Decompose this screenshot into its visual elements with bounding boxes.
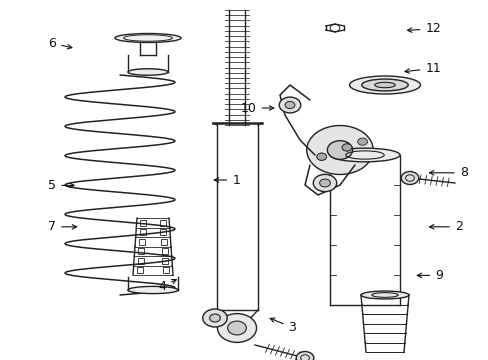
- Text: 9: 9: [416, 269, 442, 282]
- Bar: [138, 258, 143, 264]
- Text: 7: 7: [48, 220, 77, 233]
- Ellipse shape: [361, 79, 407, 91]
- Bar: [162, 258, 168, 264]
- Text: 10: 10: [241, 102, 273, 114]
- Text: 12: 12: [407, 22, 440, 35]
- Text: 4: 4: [158, 279, 176, 293]
- Bar: [140, 220, 146, 226]
- Ellipse shape: [329, 148, 399, 162]
- Bar: [160, 229, 166, 235]
- Circle shape: [319, 179, 330, 187]
- Circle shape: [316, 153, 326, 160]
- Bar: [163, 267, 169, 273]
- Circle shape: [326, 141, 352, 159]
- Text: 8: 8: [428, 166, 467, 179]
- Circle shape: [296, 351, 313, 360]
- Circle shape: [209, 314, 220, 322]
- Circle shape: [203, 309, 227, 327]
- Circle shape: [342, 144, 351, 151]
- Circle shape: [313, 174, 336, 192]
- Bar: [137, 267, 142, 273]
- Text: 2: 2: [428, 220, 462, 233]
- Circle shape: [357, 138, 367, 145]
- Ellipse shape: [349, 76, 420, 94]
- Circle shape: [400, 171, 418, 184]
- Circle shape: [342, 144, 351, 151]
- Ellipse shape: [115, 33, 181, 42]
- Ellipse shape: [128, 69, 168, 75]
- Ellipse shape: [360, 291, 408, 299]
- Bar: [140, 229, 145, 235]
- Bar: [161, 239, 167, 244]
- Text: 11: 11: [404, 62, 440, 75]
- Bar: [160, 220, 165, 226]
- Text: 3: 3: [270, 318, 296, 334]
- Circle shape: [279, 97, 300, 113]
- Circle shape: [316, 153, 326, 160]
- Bar: [139, 239, 145, 244]
- Circle shape: [227, 321, 246, 335]
- Bar: [162, 248, 167, 254]
- Circle shape: [217, 314, 256, 342]
- Text: 1: 1: [214, 174, 240, 186]
- Ellipse shape: [128, 287, 178, 294]
- Circle shape: [306, 126, 372, 175]
- Circle shape: [285, 102, 294, 109]
- Bar: [138, 248, 144, 254]
- Text: 6: 6: [48, 37, 72, 50]
- Text: 5: 5: [48, 179, 74, 192]
- Ellipse shape: [374, 82, 394, 88]
